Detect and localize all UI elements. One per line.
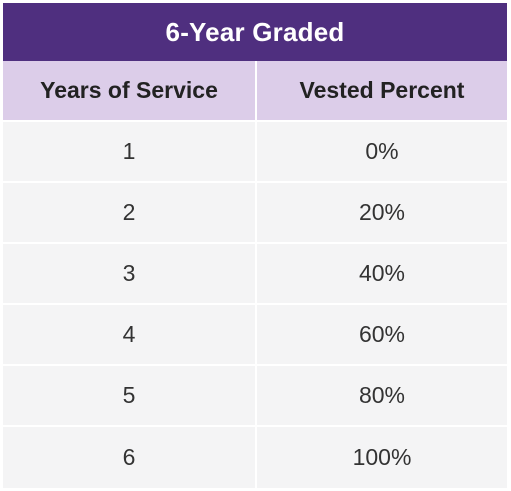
table-row: 2 20%	[3, 183, 507, 244]
vested-percent-cell: 0%	[255, 122, 507, 181]
years-cell: 2	[122, 199, 136, 225]
years-cell: 1	[122, 138, 136, 164]
table-row: 3 40%	[3, 244, 507, 305]
years-cell: 3	[122, 260, 136, 286]
years-cell: 5	[122, 382, 136, 408]
vested-percent-cell: 20%	[255, 183, 507, 242]
table-row: 5 80%	[3, 366, 507, 427]
table-row: 6 100%	[3, 427, 507, 488]
vested-percent-cell: 80%	[255, 366, 507, 425]
table-title: 6-Year Graded	[165, 16, 345, 47]
vesting-schedule-table: 6-Year Graded Years of Service Vested Pe…	[3, 3, 507, 488]
table-grid: Years of Service Vested Percent 1 0% 2 2…	[3, 61, 507, 488]
vested-percent-cell: 60%	[255, 305, 507, 364]
table-header-row: Years of Service Vested Percent	[3, 61, 507, 122]
header-vested-percent: Vested Percent	[255, 61, 507, 120]
vested-percent-cell: 40%	[255, 244, 507, 303]
header-years-of-service: Years of Service	[40, 77, 218, 103]
vested-percent-cell: 100%	[255, 427, 507, 488]
table-row: 1 0%	[3, 122, 507, 183]
years-cell: 6	[122, 444, 136, 470]
years-cell: 4	[122, 321, 136, 347]
table-row: 4 60%	[3, 305, 507, 366]
